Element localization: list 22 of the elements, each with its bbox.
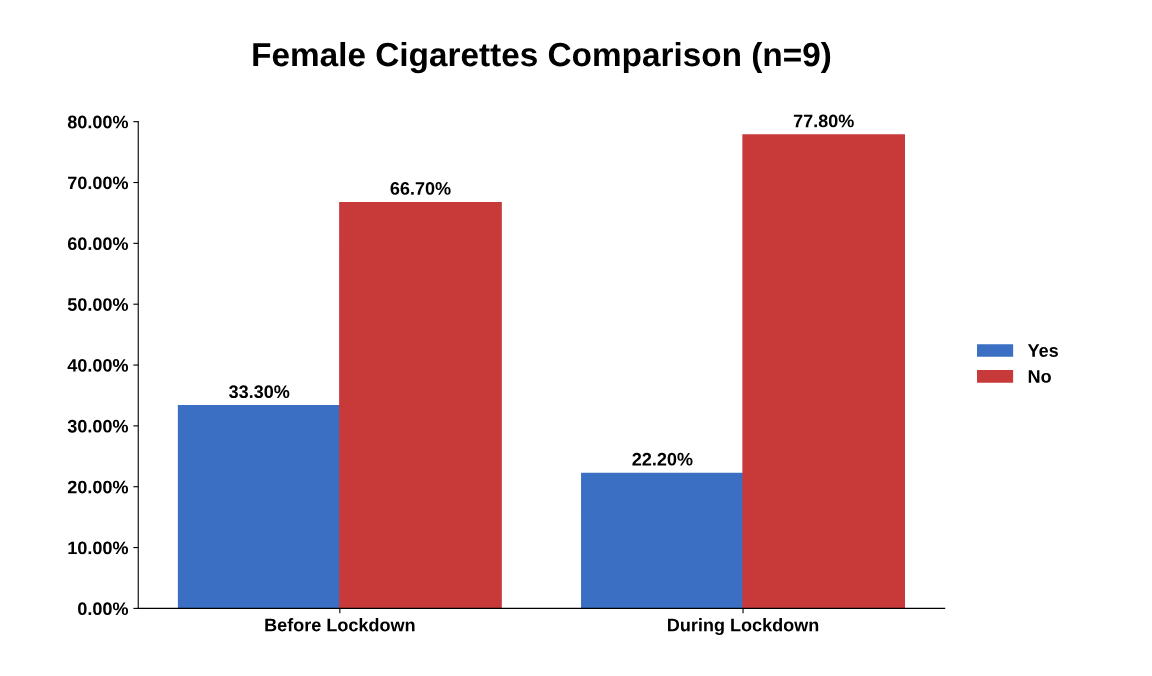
data-label: 33.30% bbox=[229, 385, 290, 399]
y-tick-label: 60.00% bbox=[67, 237, 129, 251]
data-label: 77.80% bbox=[793, 114, 854, 128]
y-tick-label: 70.00% bbox=[68, 176, 129, 190]
y-tick-label: 0.00% bbox=[78, 602, 129, 616]
y-tick-label: 30.00% bbox=[67, 419, 129, 433]
bar bbox=[581, 472, 744, 609]
chart-title: Female Cigarettes Comparison (n=9) bbox=[253, 41, 831, 74]
y-tick-label: 40.00% bbox=[67, 358, 129, 372]
data-label: 22.20% bbox=[632, 452, 693, 466]
bar bbox=[742, 134, 906, 609]
legend-label: Yes bbox=[1027, 344, 1058, 357]
y-tick-label: 20.00% bbox=[67, 480, 129, 494]
y-tick-label: 50.00% bbox=[67, 298, 129, 311]
bar bbox=[339, 201, 502, 609]
y-tick-label: 10.00% bbox=[68, 541, 129, 555]
bar bbox=[177, 405, 341, 609]
x-tick-label: Before Lockdown bbox=[265, 618, 415, 632]
legend-label: No bbox=[1028, 370, 1051, 383]
y-tick-label: 80.00% bbox=[67, 115, 129, 129]
data-label: 66.70% bbox=[390, 182, 451, 195]
x-tick-label: During Lockdown bbox=[668, 618, 819, 636]
